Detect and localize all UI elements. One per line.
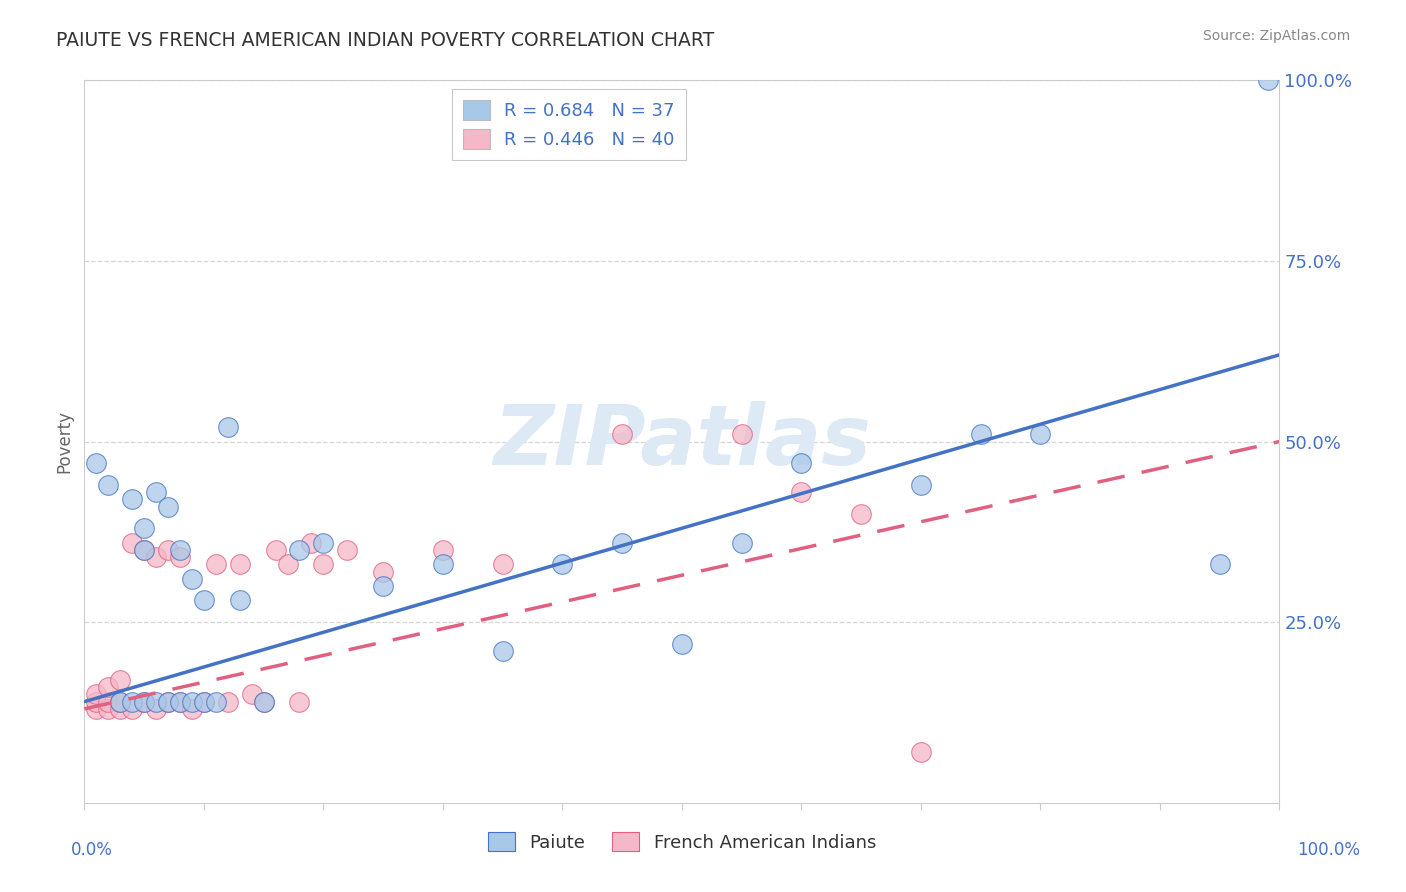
Point <box>121 535 143 549</box>
Point <box>264 542 287 557</box>
Point <box>373 565 395 579</box>
Point <box>492 644 515 658</box>
Point <box>432 558 454 572</box>
Point <box>336 542 359 557</box>
Point <box>145 550 167 565</box>
Point <box>217 695 239 709</box>
Point <box>790 485 813 500</box>
Point <box>145 702 167 716</box>
Point <box>671 637 693 651</box>
Point <box>132 542 156 557</box>
Point <box>110 695 132 709</box>
Point <box>432 542 454 557</box>
Point <box>612 535 634 549</box>
Point <box>97 695 120 709</box>
Point <box>169 542 191 557</box>
Point <box>181 702 204 716</box>
Point <box>217 420 239 434</box>
Point <box>157 542 180 557</box>
Point <box>790 456 813 470</box>
Point <box>181 572 204 586</box>
Point <box>169 695 191 709</box>
Point <box>145 485 167 500</box>
Point <box>205 695 228 709</box>
Point <box>169 550 191 565</box>
Point <box>193 593 215 607</box>
Point <box>229 593 252 607</box>
Point <box>551 558 574 572</box>
Point <box>97 478 120 492</box>
Point <box>110 702 132 716</box>
Point <box>492 558 515 572</box>
Point <box>157 695 180 709</box>
Legend: Paiute, French American Indians: Paiute, French American Indians <box>481 825 883 859</box>
Point <box>731 427 754 442</box>
Text: 100.0%: 100.0% <box>1298 840 1360 858</box>
Point <box>312 535 335 549</box>
Point <box>181 695 204 709</box>
Point <box>110 673 132 687</box>
Point <box>288 542 311 557</box>
Point <box>205 558 228 572</box>
Point <box>132 695 156 709</box>
Point <box>910 478 932 492</box>
Point <box>132 521 156 535</box>
Point <box>193 695 215 709</box>
Point <box>240 687 263 701</box>
Point <box>86 702 108 716</box>
Point <box>132 695 156 709</box>
Point <box>970 427 993 442</box>
Point <box>97 702 120 716</box>
Point <box>193 695 215 709</box>
Point <box>910 745 932 759</box>
Text: Source: ZipAtlas.com: Source: ZipAtlas.com <box>1202 29 1350 43</box>
Point <box>132 542 156 557</box>
Point <box>301 535 323 549</box>
Point <box>157 500 180 514</box>
Point <box>121 695 143 709</box>
Point <box>851 507 873 521</box>
Point <box>612 427 634 442</box>
Point <box>312 558 335 572</box>
Point <box>277 558 299 572</box>
Point <box>86 456 108 470</box>
Text: 0.0%: 0.0% <box>70 840 112 858</box>
Point <box>121 492 143 507</box>
Y-axis label: Poverty: Poverty <box>55 410 73 473</box>
Point <box>229 558 252 572</box>
Point <box>86 695 108 709</box>
Point <box>86 687 108 701</box>
Point <box>157 695 180 709</box>
Point <box>373 579 395 593</box>
Point <box>1209 558 1232 572</box>
Point <box>145 695 167 709</box>
Point <box>253 695 276 709</box>
Point <box>731 535 754 549</box>
Point <box>1257 73 1279 87</box>
Point <box>110 695 132 709</box>
Point <box>97 680 120 694</box>
Text: PAIUTE VS FRENCH AMERICAN INDIAN POVERTY CORRELATION CHART: PAIUTE VS FRENCH AMERICAN INDIAN POVERTY… <box>56 31 714 50</box>
Point <box>1029 427 1052 442</box>
Text: ZIPatlas: ZIPatlas <box>494 401 870 482</box>
Point <box>121 702 143 716</box>
Point <box>253 695 276 709</box>
Point <box>288 695 311 709</box>
Point <box>169 695 191 709</box>
